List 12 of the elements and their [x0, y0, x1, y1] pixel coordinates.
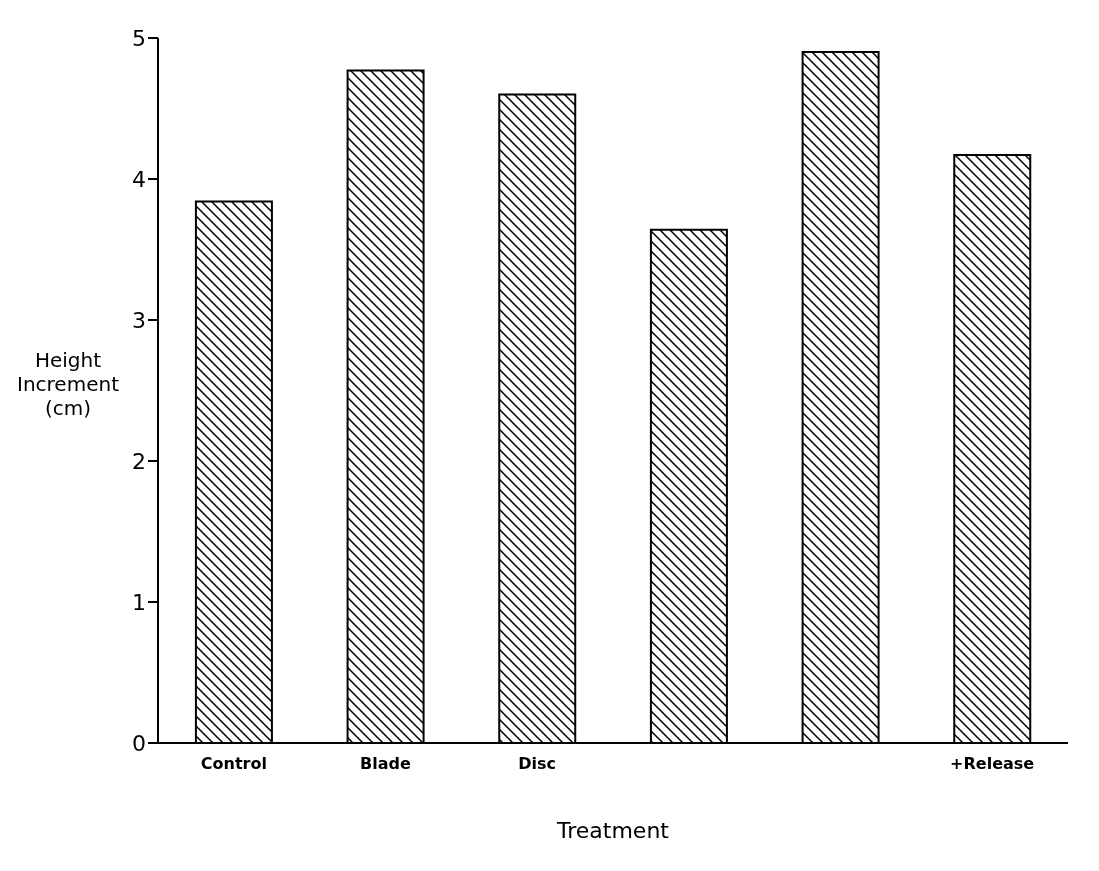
x-tick-label: Disc [518, 754, 557, 773]
x-axis-title: Treatment [556, 818, 670, 843]
y-tick-label: 0 [132, 730, 146, 756]
y-tick-label: 2 [132, 448, 146, 474]
x-tick-label: Blade [360, 754, 412, 773]
y-tick-label: 3 [132, 307, 146, 333]
x-tick-label: +Release [950, 754, 1035, 773]
y-axis-title: Height Increment (cm) [17, 347, 120, 420]
y-tick-label: 5 [132, 25, 146, 51]
x-tick-label: Control [200, 754, 267, 773]
y-tick-label: 1 [132, 589, 146, 615]
y-tick-label: 4 [132, 166, 146, 192]
